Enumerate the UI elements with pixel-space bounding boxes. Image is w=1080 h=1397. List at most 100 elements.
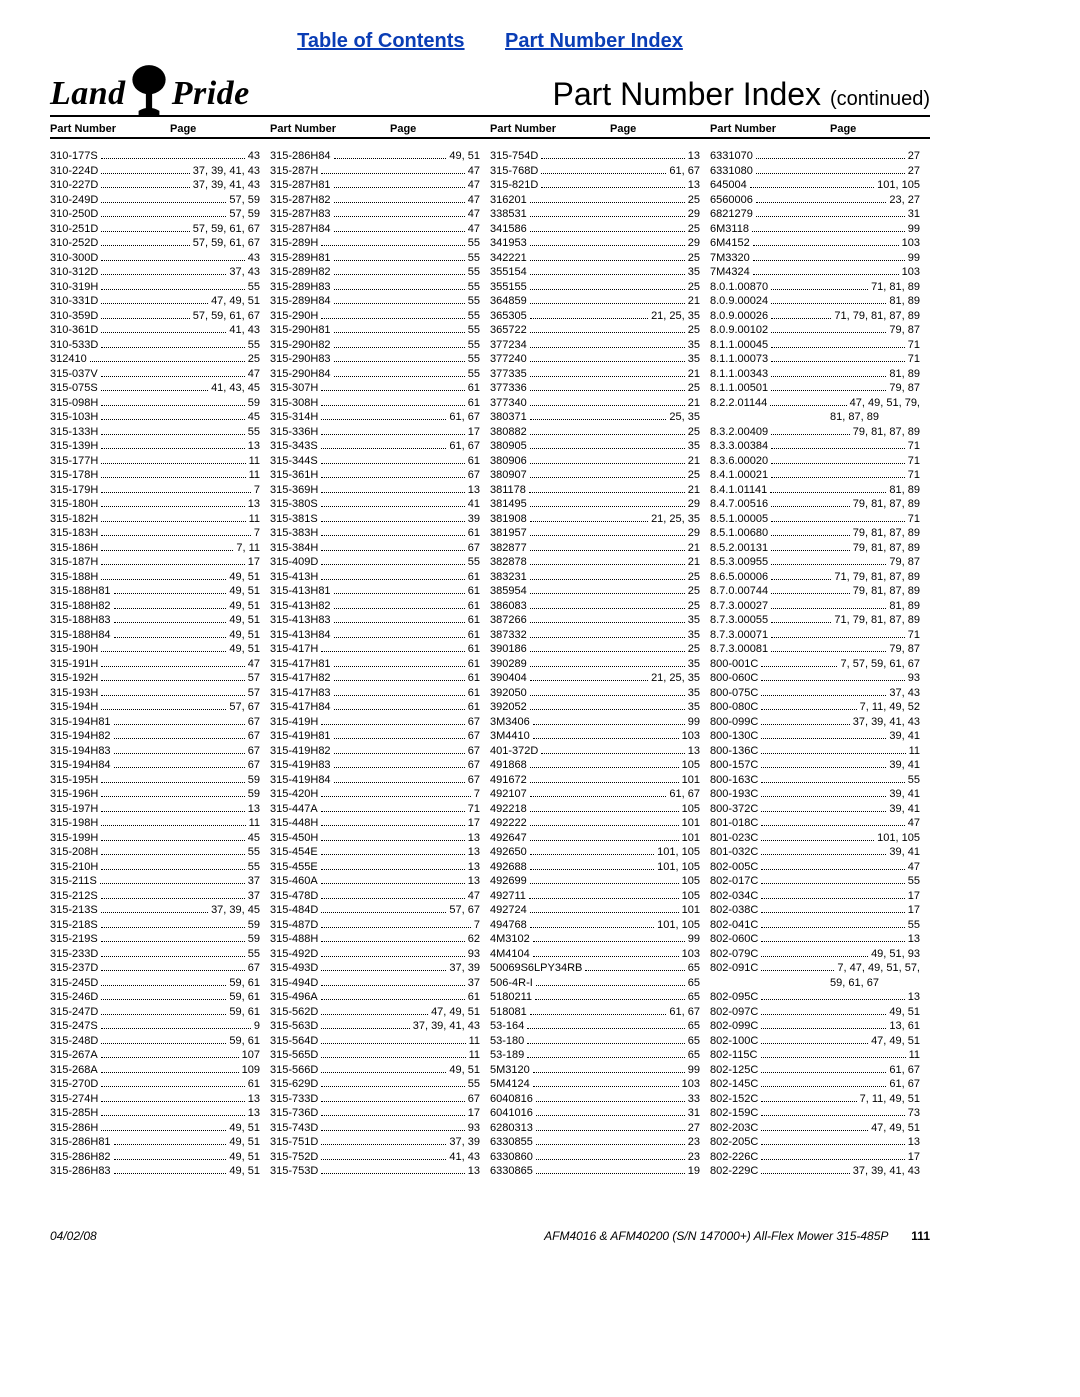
toc-link[interactable]: Table of Contents [297,30,464,52]
index-row: 8.0.9.0010279, 87 [710,323,920,338]
part-number: 315-562D [270,1005,318,1020]
part-number: 802-152C [710,1092,758,1107]
part-number: 315-419H82 [270,744,331,759]
part-number: 365305 [490,309,527,324]
page-ref: 41, 43 [449,1150,480,1165]
index-row: 310-227D37, 39, 41, 43 [50,178,260,193]
part-number: 315-361H [270,468,318,483]
page-ref: 57, 67 [229,700,260,715]
index-row: 4M4104103 [490,947,700,962]
page-ref: 25 [688,193,700,208]
part-number: 315-417H82 [270,671,331,686]
page-ref: 59 [248,787,260,802]
page-ref: 29 [688,207,700,222]
index-row: 38608325 [490,599,700,614]
part-number: 6821279 [710,207,753,222]
index-row: 315-212S37 [50,889,260,904]
page-ref: 55 [468,555,480,570]
page-ref: 13 [908,932,920,947]
part-number: 802-115C [710,1048,758,1063]
part-number: 315-566D [270,1063,318,1078]
page-ref: 101, 105 [657,845,700,860]
part-number: 312410 [50,352,87,367]
page-ref: 13 [468,483,480,498]
part-number: 315-287H84 [270,222,331,237]
part-number: 8.7.0.00744 [710,584,768,599]
index-row: 315-492D93 [270,947,480,962]
part-number: 315-343S [270,439,318,454]
page-ref: 61, 67 [889,1063,920,1078]
index-row: 801-018C47 [710,816,920,831]
part-number: 315-629D [270,1077,318,1092]
page-ref: 57 [248,671,260,686]
part-number: 364859 [490,294,527,309]
index-row: 315-246D59, 61 [50,990,260,1005]
index-row: 494768101, 105 [490,918,700,933]
page-ref: 37 [468,976,480,991]
part-number: 315-188H [50,570,98,585]
index-row: 315-213S37, 39, 45 [50,903,260,918]
page-ref: 67 [468,468,480,483]
part-number: 802-017C [710,874,758,889]
index-row: 802-017C55 [710,874,920,889]
page-ref: 71, 79, 81, 87, 89 [834,613,920,628]
index-column: 633107027633108027645004101, 10565600062… [710,149,930,1179]
index-row: 59, 61, 67 [710,976,920,991]
part-number: 315-383H [270,526,318,541]
page-ref: 67 [468,758,480,773]
part-number: 800-136C [710,744,758,759]
index-row: 800-136C11 [710,744,920,759]
page-ref: 55 [248,280,260,295]
index-row: 315-417H8261 [270,671,480,686]
part-number: 802-205C [710,1135,758,1150]
index-row: 802-125C61, 67 [710,1063,920,1078]
page-ref: 71 [908,468,920,483]
part-number: 315-270D [50,1077,98,1092]
index-column: 315-754D13315-768D61, 67315-821D13316201… [490,149,710,1179]
part-number: 315-248D [50,1034,98,1049]
part-number: 310-361D [50,323,98,338]
part-number: 310-319H [50,280,98,295]
part-number: 802-099C [710,1019,758,1034]
index-row: 315-286H8349, 51 [50,1164,260,1179]
page-ref: 27 [908,164,920,179]
index-row: 315-218S59 [50,918,260,933]
page-ref: 29 [688,236,700,251]
index-row: 802-115C11 [710,1048,920,1063]
part-number: 315-564D [270,1034,318,1049]
index-row: 315-413H8461 [270,628,480,643]
index-row: 315-629D55 [270,1077,480,1092]
index-row: 315-478D47 [270,889,480,904]
part-number: 342221 [490,251,527,266]
index-row: 5M312099 [490,1063,700,1078]
pni-link[interactable]: Part Number Index [505,30,683,52]
index-row: 310-533D55 [50,338,260,353]
index-row: 315-419H8467 [270,773,480,788]
part-number: 315-177H [50,454,98,469]
page-ref: 47 [468,193,480,208]
part-number: 8.3.3.00384 [710,439,768,454]
page-ref: 61, 67 [449,439,480,454]
index-row: 800-157C39, 41 [710,758,920,773]
part-number: 492107 [490,787,527,802]
index-row: 38190821, 25, 35 [490,512,700,527]
part-number: 8.5.1.00680 [710,526,768,541]
page-ref: 61, 67 [669,1005,700,1020]
part-number: 386083 [490,599,527,614]
page-ref: 7, 47, 49, 51, 57, [837,961,920,976]
index-row: 315-494D37 [270,976,480,991]
index-row: 315-455E13 [270,860,480,875]
page-ref: 11 [469,1034,480,1049]
part-number: 315-289H81 [270,251,331,266]
part-number: 315-419H83 [270,758,331,773]
part-number: 392050 [490,686,527,701]
page-ref: 65 [688,961,700,976]
index-row: 315-383H61 [270,526,480,541]
part-number: 315-751D [270,1135,318,1150]
index-row: 315-103H45 [50,410,260,425]
page-ref: 65 [688,990,700,1005]
part-number: 380906 [490,454,527,469]
part-number: 315-484D [270,903,318,918]
part-number: 380882 [490,425,527,440]
page-ref: 81, 89 [889,367,920,382]
